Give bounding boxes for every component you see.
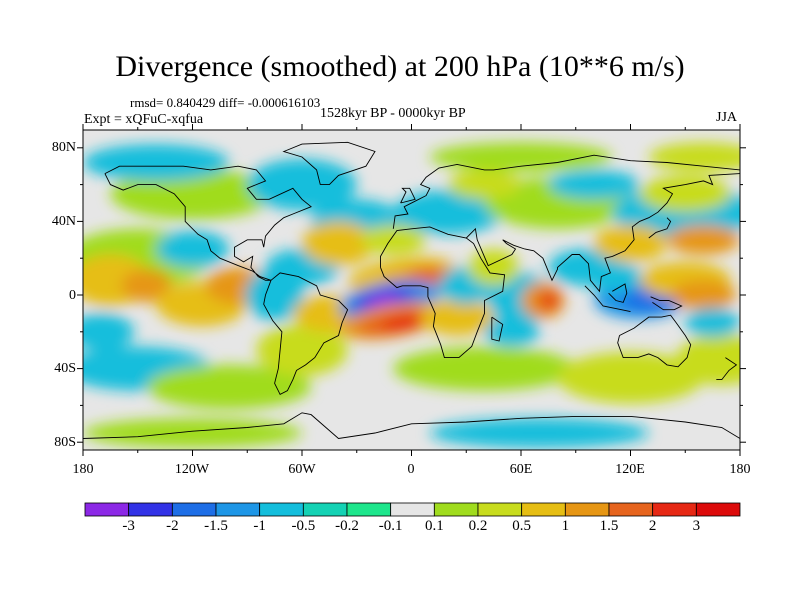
field-blob-52: [670, 280, 737, 310]
field-blob-39: [420, 298, 494, 336]
lat-label-40s: 40S: [54, 361, 76, 376]
colorbar-swatch-3: [215, 502, 261, 517]
coastline-14: [716, 357, 738, 381]
lat-label-80n: 80N: [51, 140, 76, 155]
lon-label-180w: 180: [72, 462, 94, 477]
colorbar-label-7: 0.1: [424, 518, 444, 534]
field-blob-14: [429, 418, 649, 448]
colorbar-swatch-12: [608, 502, 654, 517]
field-blob-55: [667, 225, 740, 255]
coastline-5: [617, 314, 692, 368]
coastline-0: [104, 165, 312, 281]
stats-subtitle: rmsd= 0.840429 diff= -0.000616103: [130, 95, 321, 110]
lon-label-60e: 60E: [509, 462, 533, 477]
field-blob-58: [448, 169, 521, 200]
lon-label-60w: 60W: [288, 462, 316, 477]
coastlines: [83, 141, 740, 439]
coastline-8: [608, 283, 628, 303]
colorbar-label-5: -0.2: [335, 518, 359, 534]
colorbar-swatch-9: [477, 502, 523, 517]
colorbar-label-8: 0.2: [468, 518, 488, 534]
field-blob-17: [648, 142, 740, 172]
lon-label-180e: 180: [729, 462, 751, 477]
colorbar-label-2: -1.5: [204, 518, 228, 534]
figure-title: Divergence (smoothed) at 200 hPa (10**6 …: [115, 50, 685, 83]
coastline-6: [282, 141, 376, 186]
lon-label-120w: 120W: [174, 462, 210, 477]
colorbar-swatch-2: [171, 502, 217, 517]
lat-label-0: 0: [69, 288, 76, 303]
field-blob-57: [548, 169, 640, 200]
field-blob-50: [583, 261, 642, 292]
colorbar-label-10: 1: [561, 518, 570, 534]
coastline-12: [648, 217, 672, 239]
field-blob-44: [542, 295, 558, 307]
field-blob-27: [302, 221, 375, 266]
field-blob-38: [380, 314, 424, 331]
colorbar-swatch-11: [564, 502, 610, 517]
field-blob-15: [83, 144, 229, 181]
coastline-11: [400, 187, 416, 204]
colorbar: [84, 502, 741, 517]
colorbar-swatch-14: [695, 502, 741, 517]
colorbar-swatch-13: [652, 502, 697, 517]
colorbar-label-11: 1.5: [599, 518, 619, 534]
colorbar-swatch-10: [521, 502, 566, 517]
field-blob-4: [393, 190, 503, 235]
colorbar-swatch-4: [259, 502, 304, 517]
field-blob-19: [121, 269, 173, 303]
colorbar-swatch-6: [346, 502, 392, 517]
coastline-1: [263, 272, 349, 396]
field-blob-28: [360, 225, 427, 255]
lat-label-40n: 40N: [51, 214, 76, 229]
colorbar-label-6: -0.1: [378, 518, 403, 534]
field-blob-8: [146, 364, 312, 410]
coastline-9: [650, 296, 683, 311]
period-label: 1528kyr BP - 0000kyr BP: [320, 106, 466, 121]
colorbar-label-12: 2: [648, 518, 657, 534]
field-blob-22: [83, 313, 135, 351]
field-blob-1: [110, 168, 275, 220]
lon-label-0: 0: [407, 462, 415, 477]
field-blob-53: [685, 307, 740, 338]
field-blob-16: [429, 142, 613, 172]
season-label: JJA: [716, 110, 738, 125]
colorbar-swatch-7: [390, 502, 435, 517]
colorbar-swatch-8: [433, 502, 479, 517]
lat-label-80s: 80S: [54, 435, 76, 450]
field-blob-45: [484, 317, 540, 347]
field-blob-23: [156, 230, 229, 268]
coastline-4: [465, 173, 740, 293]
lon-label-120e: 120E: [615, 462, 645, 477]
field-blob-9: [256, 324, 348, 376]
experiment-label: Expt = xQFuC-xqfua: [84, 112, 204, 127]
colorbar-label-3: -1: [253, 518, 266, 534]
field-blob-13: [83, 418, 302, 448]
colorbar-swatch-1: [128, 502, 173, 517]
field-blob-56: [639, 175, 731, 213]
colorbar-label-0: -3: [122, 518, 135, 534]
colorbar-label-13: 3: [692, 518, 701, 534]
colorbar-swatch-5: [302, 502, 348, 517]
coastline-13: [491, 316, 504, 342]
colorbar-label-4: -0.5: [291, 518, 316, 534]
field-blob-2: [247, 158, 357, 211]
colorbar-label-1: -2: [166, 518, 179, 534]
coastline-7: [584, 285, 631, 313]
axis-ticks: [77, 124, 746, 456]
coastline-3: [392, 154, 740, 229]
coastline-2: [380, 226, 506, 359]
field-blob-10: [393, 346, 576, 391]
divergence-field: [83, 142, 740, 448]
colorbar-swatch-0: [84, 502, 130, 517]
field-blob-12: [676, 333, 740, 386]
coastline-10: [83, 412, 740, 439]
field-blob-35: [366, 293, 399, 308]
colorbar-label-9: 0.5: [512, 518, 532, 534]
